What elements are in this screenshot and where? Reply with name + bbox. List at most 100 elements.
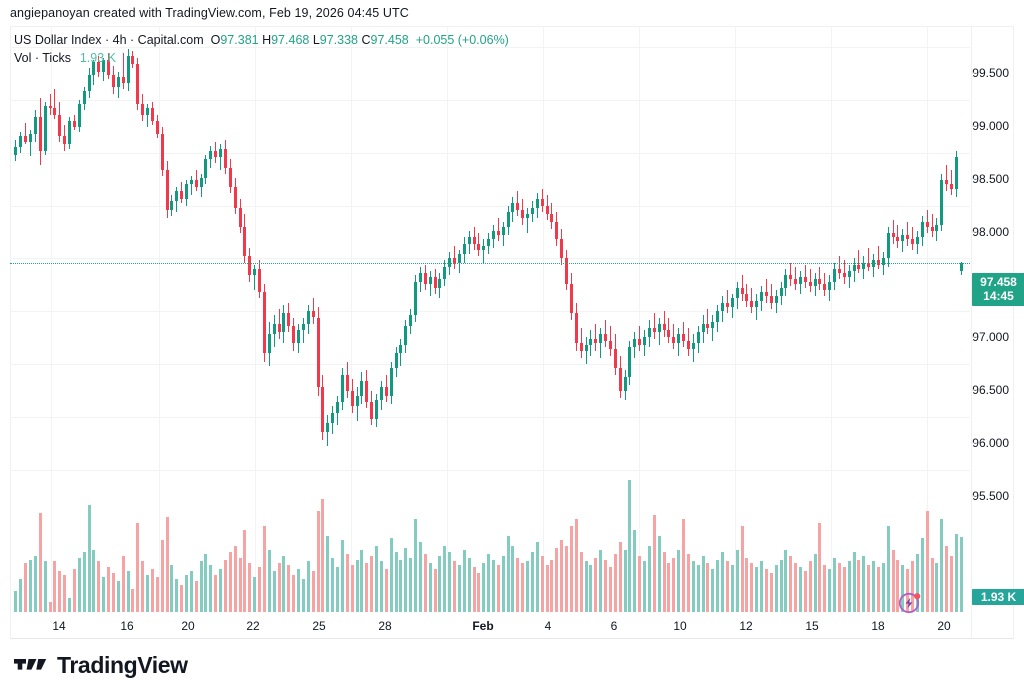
time-axis-tick: 15 (805, 619, 819, 633)
candle-body (862, 262, 865, 269)
price-axis[interactable]: 95.500 96.000 96.500 97.000 98.000 98.500 99.0… (971, 26, 1024, 639)
gridline-vertical (639, 26, 640, 612)
time-axis-tick: 6 (610, 619, 618, 633)
candle-wick (844, 260, 845, 284)
time-axis-tick: 4 (544, 619, 552, 633)
volume-bar (243, 530, 246, 612)
candle-body (44, 106, 47, 151)
price-axis-dash (972, 389, 977, 391)
volume-bar (877, 567, 880, 612)
volume-bar (404, 547, 407, 612)
volume-bar (63, 575, 66, 612)
volume-bar (541, 555, 544, 612)
volume-bar (755, 567, 758, 612)
candle-body (229, 167, 232, 187)
volume-bar (53, 561, 56, 612)
time-axis[interactable]: 14 16 20 22 25 28 Feb 4 6 10 12 15 18 20 (10, 613, 1014, 639)
candle-wick (454, 245, 455, 269)
gridline-horizontal (10, 205, 970, 207)
candle-body (78, 104, 81, 128)
candle-body (745, 294, 748, 301)
volume-bar (857, 559, 860, 612)
candle-body (736, 287, 739, 299)
candle-body (166, 169, 169, 210)
candle-body (399, 344, 402, 354)
volume-bar (468, 557, 471, 612)
volume-bar (721, 551, 724, 612)
candle-body (214, 150, 217, 157)
volume-bar (414, 518, 417, 612)
current-price-badge[interactable]: 97.458 14:45 (972, 272, 1024, 306)
candle-body (175, 190, 178, 202)
candle-body (209, 150, 212, 160)
current-price-line (10, 262, 970, 264)
volume-bar (83, 551, 86, 612)
volume-bar (862, 555, 865, 612)
volume-bar (200, 561, 203, 612)
candle-body (619, 368, 622, 392)
candle-body (628, 347, 631, 377)
volume-bar (838, 563, 841, 612)
candle-wick (196, 169, 197, 191)
candle-body (877, 260, 880, 265)
candle-body (97, 61, 100, 73)
candle-body (190, 180, 193, 185)
candle-body (921, 222, 924, 238)
candle-body (102, 59, 105, 73)
volume-bar (127, 571, 130, 612)
candle-body (638, 338, 641, 345)
candle-body (127, 55, 130, 84)
volume-bar (356, 559, 359, 612)
volume-bar (166, 516, 169, 612)
current-price-badge-value: 97.458 (980, 274, 1017, 289)
tradingview-logo: TradingView (14, 652, 188, 679)
candle-body (853, 264, 856, 272)
candle-wick (595, 323, 596, 352)
candle-body (706, 323, 709, 329)
volume-bar (745, 557, 748, 612)
volume-bar (190, 571, 193, 612)
candle-body (843, 273, 846, 278)
candle-body (502, 226, 505, 236)
volume-bar (716, 559, 719, 612)
volume-bar (336, 567, 339, 612)
volume-bar (624, 549, 627, 612)
volume-bar (448, 551, 451, 612)
candle-body (648, 328, 651, 337)
price-axis-tick: 98.000 (972, 224, 1009, 239)
volume-bar (599, 549, 602, 612)
time-axis-tick: 10 (673, 619, 687, 633)
volume-bar (609, 567, 612, 612)
candle-body (833, 268, 836, 282)
alert-spark-icon[interactable] (897, 589, 923, 620)
candle-body (931, 226, 934, 231)
candle-body (955, 156, 958, 189)
volume-bar (828, 569, 831, 612)
volume-bar (511, 545, 514, 612)
candle-body (575, 313, 578, 343)
candle-body (53, 108, 56, 115)
volume-bar (687, 553, 690, 612)
candle-body (468, 237, 471, 244)
volume-bar (58, 571, 61, 612)
volume-bar (892, 549, 895, 612)
volume-bar (843, 567, 846, 612)
volume-bar (49, 602, 52, 612)
candle-body (604, 334, 607, 341)
volume-bar (19, 578, 22, 612)
candle-body (667, 330, 670, 337)
candle-body (131, 55, 134, 64)
candle-body (511, 203, 514, 212)
volume-bar (161, 540, 164, 612)
chart-pane[interactable] (10, 26, 970, 612)
candle-body (331, 412, 334, 424)
volume-bar (823, 565, 826, 612)
volume-bar (146, 575, 149, 612)
gridline-horizontal (10, 99, 970, 101)
candle-body (360, 380, 363, 396)
volume-bar (945, 545, 948, 612)
candle-body (906, 235, 909, 240)
volume-badge[interactable]: 1.93 K (972, 589, 1024, 605)
candle-body (507, 211, 510, 227)
price-axis-dash (972, 495, 977, 497)
